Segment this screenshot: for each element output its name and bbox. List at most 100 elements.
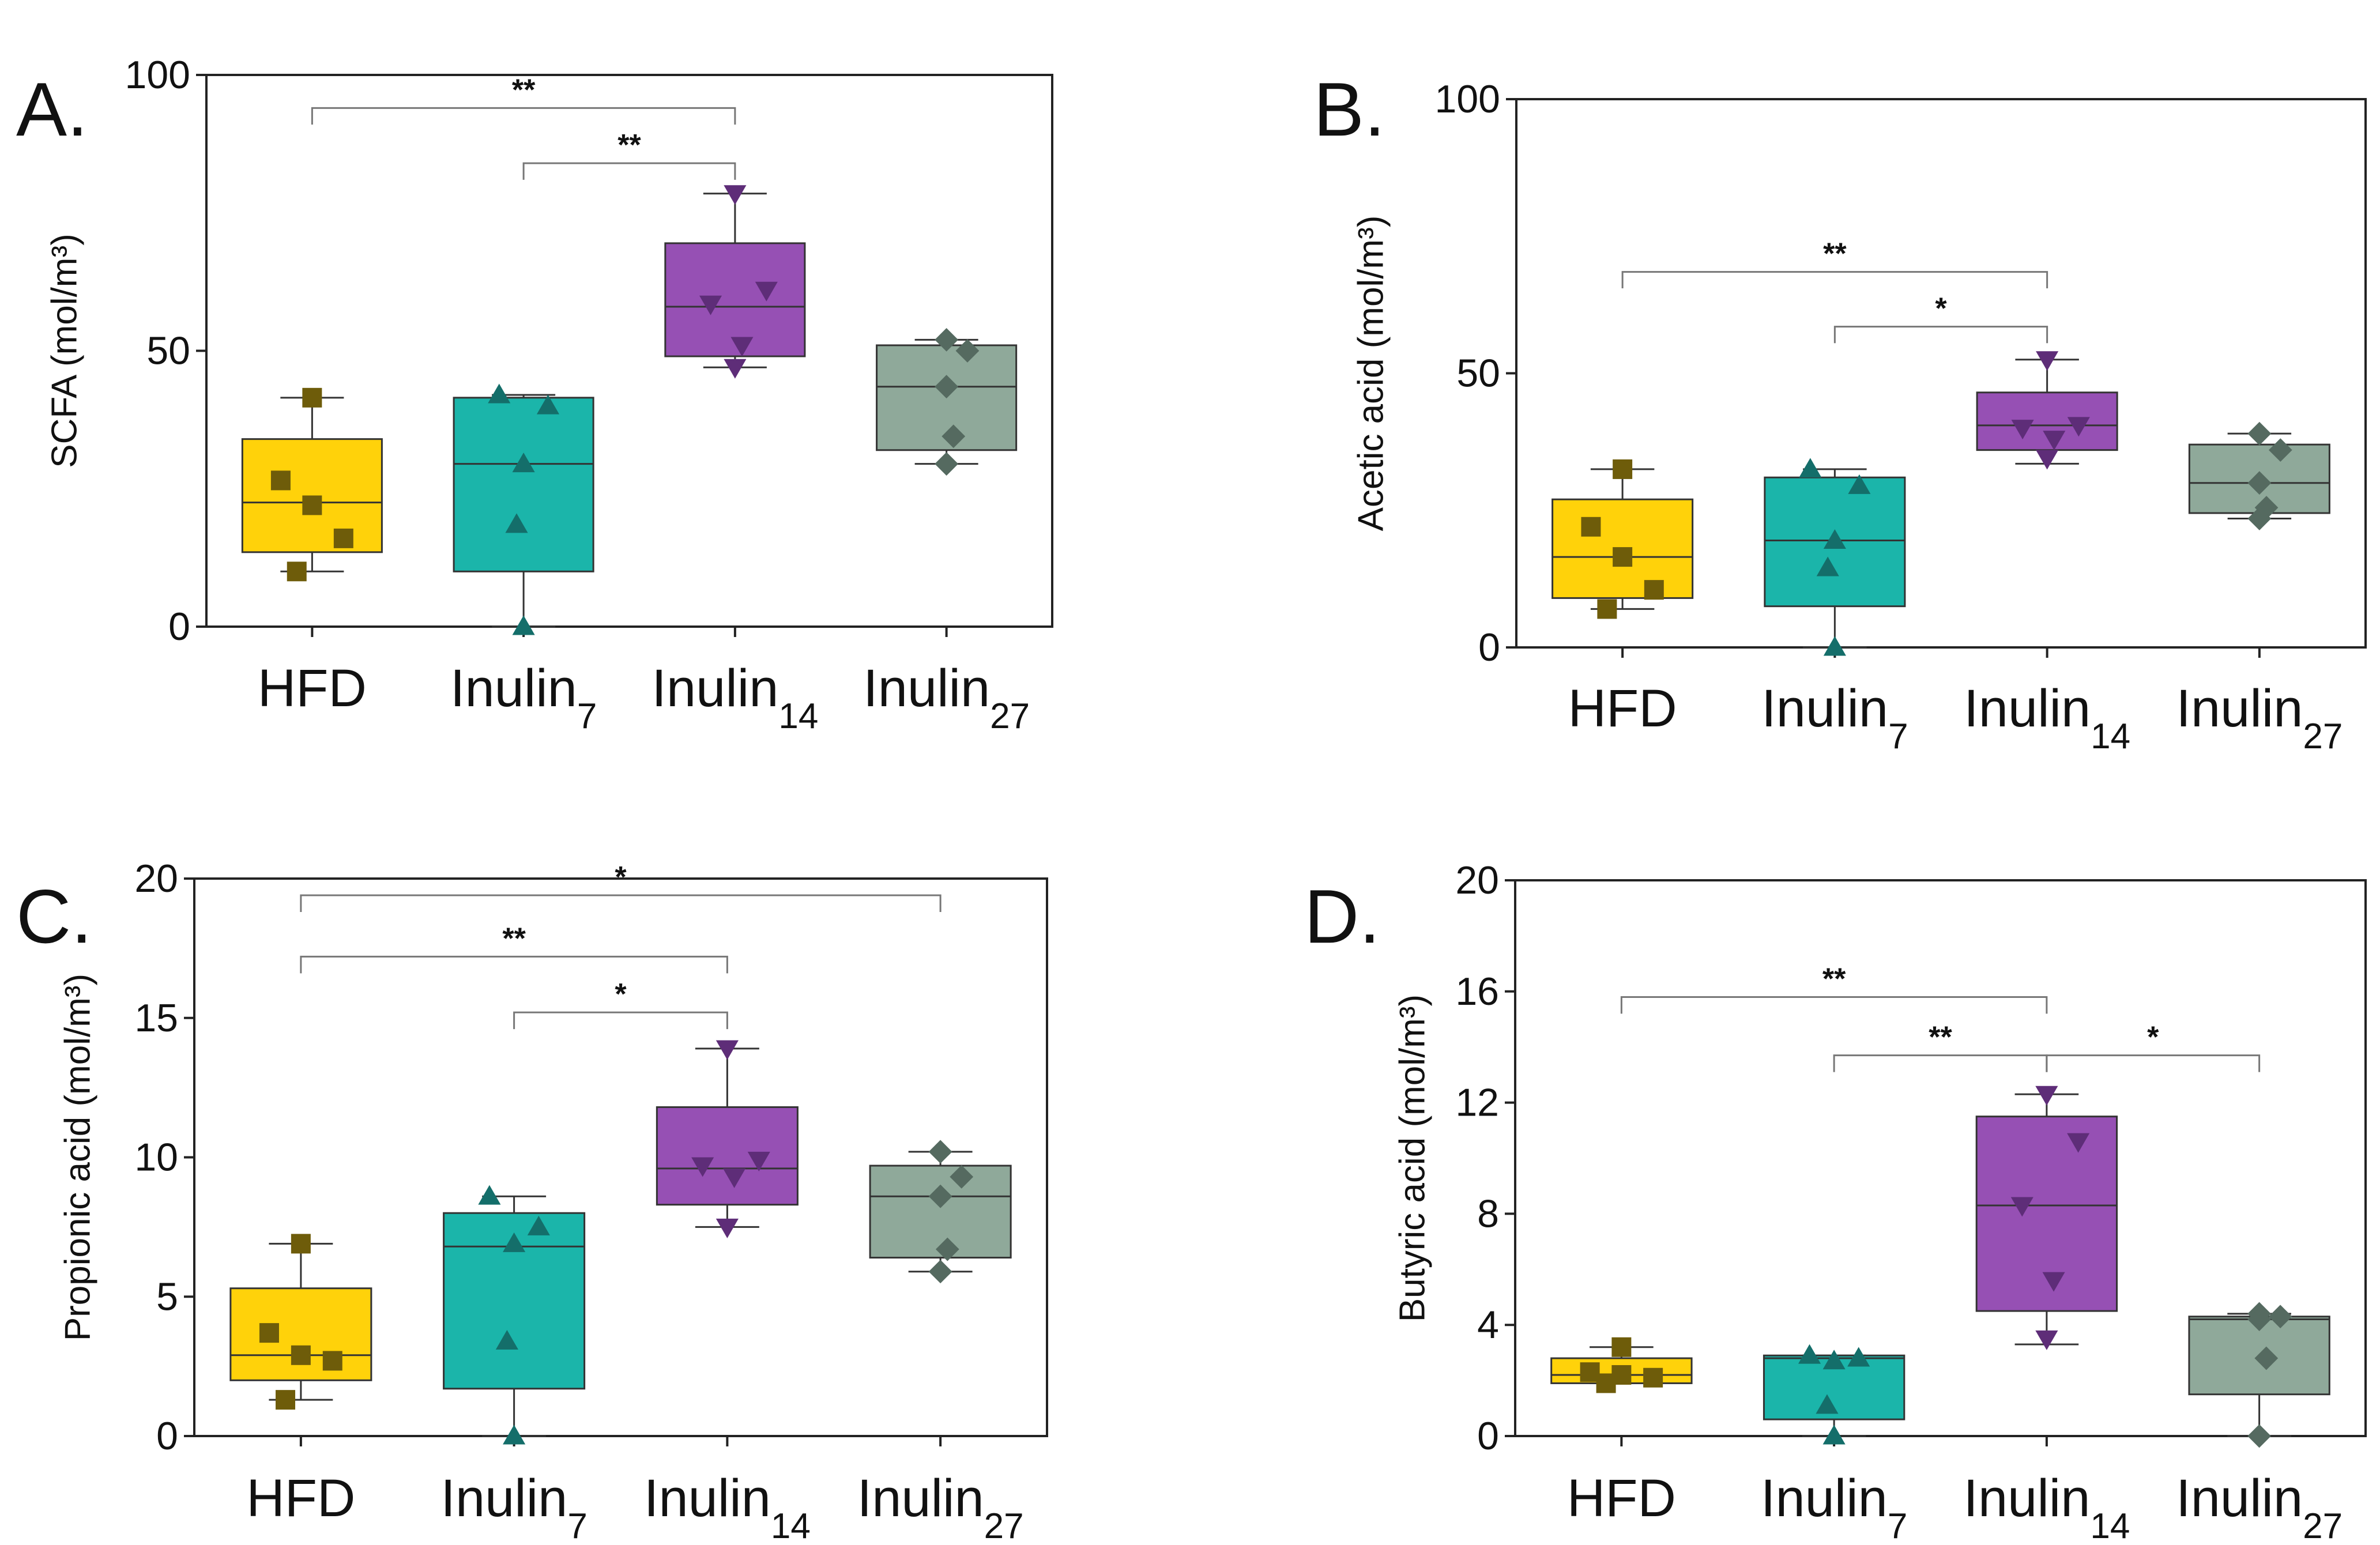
y-axis-title: Propionic acid (mol/m³) — [58, 974, 98, 1341]
x-category-subscript: 27 — [2303, 1506, 2343, 1545]
data-point — [1798, 1344, 1821, 1364]
panel-letter: C. — [16, 874, 92, 959]
data-point — [1823, 529, 1846, 549]
data-point — [276, 1390, 296, 1410]
box-iqr — [1976, 391, 2118, 451]
x-category-subscript: 14 — [2091, 717, 2130, 756]
data-point — [2268, 438, 2292, 462]
x-category-label-inulin27: Inulin27 — [2176, 1469, 2343, 1545]
significance-label: ** — [617, 129, 641, 162]
data-point — [1581, 517, 1601, 537]
bracket-line — [1621, 271, 2048, 289]
box-group-inulin14 — [1976, 351, 2118, 470]
data-point — [287, 562, 307, 582]
box-group-inulin7 — [1764, 458, 1906, 656]
data-point — [691, 1157, 714, 1177]
y-tick-label: 16 — [1455, 970, 1499, 1013]
data-point — [302, 387, 322, 408]
significance-bracket: * — [300, 861, 942, 913]
bracket-line — [300, 955, 728, 974]
data-point — [478, 1185, 501, 1205]
data-point — [2036, 351, 2059, 371]
y-tick-label: 0 — [156, 1414, 178, 1458]
x-category-label-inulin27: Inulin27 — [2176, 679, 2343, 756]
significance-bracket: * — [1833, 292, 2048, 344]
y-axis-title: SCFA (mol/m³) — [45, 233, 85, 468]
data-point — [1613, 547, 1633, 567]
significance-label: * — [615, 978, 627, 1011]
box-group-hfd — [241, 387, 383, 582]
significance-bracket: ** — [311, 73, 736, 125]
box-iqr — [453, 397, 594, 572]
data-point — [724, 185, 747, 205]
data-point — [1822, 1350, 1846, 1370]
data-point — [291, 1234, 311, 1254]
significance-label: ** — [1929, 1021, 1952, 1054]
box-group-inulin14 — [656, 1040, 799, 1238]
x-category-label-inulin7: Inulin7 — [440, 1469, 587, 1545]
x-category-label-inulin7: Inulin7 — [1761, 1469, 1907, 1545]
data-point — [2254, 1346, 2279, 1370]
data-point — [2247, 1424, 2272, 1448]
y-tick-label: 15 — [134, 996, 178, 1040]
bracket-line — [300, 894, 942, 913]
data-point — [730, 337, 754, 357]
y-tick-label: 8 — [1477, 1192, 1499, 1235]
x-category-main: Inulin — [2176, 679, 2303, 738]
significance-label: ** — [512, 73, 536, 107]
x-category-main: Inulin — [1963, 1469, 2090, 1528]
data-point — [2043, 431, 2066, 451]
significance-bracket: * — [513, 978, 728, 1030]
significance-bracket: ** — [300, 922, 728, 974]
panel-letter: B. — [1313, 67, 1385, 152]
significance-bracket: ** — [522, 129, 736, 180]
x-category-label-hfd: HFD — [1567, 1469, 1676, 1528]
box-group-inulin14 — [1975, 1086, 2118, 1350]
panel-letter: A. — [16, 67, 88, 152]
data-point — [955, 339, 980, 363]
x-category-main: HFD — [258, 659, 367, 718]
x-category-main: Inulin — [1761, 679, 1888, 738]
x-category-subscript: 27 — [990, 696, 1030, 736]
x-category-label-inulin14: Inulin14 — [644, 1469, 811, 1545]
data-point — [503, 1425, 526, 1445]
bracket-line — [2046, 1054, 2261, 1072]
data-point — [270, 470, 291, 491]
bracket-line — [522, 162, 736, 180]
y-tick-label: 10 — [134, 1136, 178, 1180]
x-category-label-inulin14: Inulin14 — [652, 659, 818, 736]
data-point — [724, 359, 747, 379]
x-category-subscript: 14 — [2090, 1506, 2130, 1545]
y-tick-label: 0 — [1478, 625, 1500, 669]
data-point — [715, 1040, 739, 1060]
x-category-label-inulin27: Inulin27 — [857, 1469, 1024, 1545]
box-group-inulin7 — [1763, 1344, 1905, 1445]
data-point — [1848, 474, 1871, 494]
data-point — [2254, 496, 2279, 519]
data-point — [935, 452, 959, 476]
x-category-subscript: 7 — [567, 1506, 587, 1545]
y-tick-label: 50 — [1456, 352, 1500, 395]
x-category-subscript: 27 — [2303, 717, 2343, 756]
x-category-main: Inulin — [863, 659, 990, 718]
data-point — [302, 495, 322, 515]
x-category-main: HFD — [1567, 1469, 1676, 1528]
box-iqr — [656, 1106, 799, 1206]
data-point — [950, 1165, 974, 1189]
data-point — [755, 281, 778, 302]
data-point — [512, 615, 535, 635]
box-group-inulin14 — [664, 185, 806, 379]
x-category-main: Inulin — [2176, 1469, 2303, 1528]
data-point — [333, 528, 353, 548]
y-tick-label: 50 — [146, 329, 190, 373]
x-category-label-inulin27: Inulin27 — [863, 659, 1030, 736]
significance-label: ** — [502, 922, 526, 955]
data-point — [495, 1330, 518, 1350]
x-category-label-hfd: HFD — [258, 659, 367, 718]
x-category-label-hfd: HFD — [246, 1469, 355, 1528]
significance-bracket: ** — [1620, 962, 2048, 1014]
box-group-hfd — [1551, 459, 1694, 619]
x-category-main: Inulin — [652, 659, 778, 718]
data-point — [1644, 580, 1664, 600]
